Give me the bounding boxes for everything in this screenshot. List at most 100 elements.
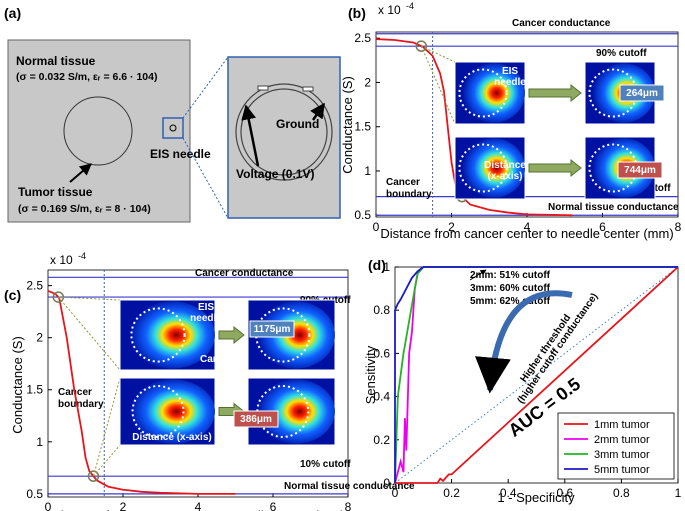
tumor-circle <box>63 96 133 166</box>
heatmap-field <box>462 138 525 198</box>
axis-multiplier: x 10 <box>50 253 73 267</box>
x-tick-label: 0 <box>45 500 52 511</box>
heatmap-field <box>256 301 335 369</box>
y-axis-label: Sensitivity <box>363 345 378 404</box>
axis-multiplier-exp: -4 <box>406 1 414 11</box>
y-tick-label: 0.5 <box>354 208 371 222</box>
x-tick-label: 1 <box>675 486 682 500</box>
inset-arrow <box>218 325 245 345</box>
x-tick-label: 0.6 <box>556 486 573 500</box>
cancer-outline <box>130 307 186 363</box>
axis-multiplier: x 10 <box>378 3 401 17</box>
y-tick-label: 2.5 <box>354 31 371 45</box>
inset-label: EIS <box>502 66 518 77</box>
reference-label: Cancer conductance <box>512 18 611 29</box>
needle-inner <box>240 88 328 176</box>
x-tick-label: 0.8 <box>613 486 630 500</box>
annotation: 5mm: 62% cutoff <box>470 296 551 307</box>
arrow <box>310 102 326 121</box>
heatmap-field <box>129 379 215 444</box>
arrow <box>69 163 92 183</box>
guide-line <box>93 444 121 477</box>
annotation: 3mm: 60% cutoff <box>470 283 551 294</box>
reference-label: Normal tissue conductance <box>284 481 415 492</box>
value-label: 744μm <box>624 165 656 176</box>
y-tick-label: 1.5 <box>354 120 371 134</box>
normal-props: (σ = 0.032 S/m, εᵣ = 6.6 · 104) <box>16 71 157 83</box>
needle-label: EIS needle <box>150 147 211 161</box>
x-axis-label: Distance from cancer center to needle ce… <box>380 226 673 241</box>
zoom-line <box>182 137 229 219</box>
cancer-outline <box>131 385 185 438</box>
x-tick-label: 4 <box>195 500 202 511</box>
tissue-box <box>7 39 191 223</box>
inset-label: (x-axis) <box>487 171 522 182</box>
y-tick-label: 1 <box>36 435 43 449</box>
value-label: 264μm <box>626 88 658 99</box>
y-tick-label: 1 <box>383 260 390 274</box>
inset-label: Distance <box>484 160 526 171</box>
y-axis-label: Conductance (S) <box>340 76 355 174</box>
boundary-label: Cancer <box>386 177 420 188</box>
reference-label: 10% cutoff <box>300 459 351 470</box>
panel-label: (d) <box>368 257 386 273</box>
x-tick-label: 8 <box>345 500 352 511</box>
zoom-box <box>227 56 341 219</box>
y-tick-label: 2 <box>364 75 371 89</box>
reference-label: Cancer conductance <box>195 268 294 279</box>
inset-label: needle <box>190 313 222 324</box>
value-label: 386μm <box>240 414 272 425</box>
inset-arrow <box>528 83 582 103</box>
zoom-square <box>162 117 184 139</box>
boundary-label: boundary <box>58 399 104 410</box>
guide-line <box>92 377 121 477</box>
inset-label: EIS <box>198 302 214 313</box>
y-tick-label: 0.8 <box>373 303 390 317</box>
x-tick-label: 0 <box>392 486 399 500</box>
panel-a: (a) Normal tissue (σ = 0.032 S/m, εᵣ = 6… <box>4 5 341 223</box>
cancer-outline <box>255 307 311 363</box>
x-tick-label: 2 <box>120 500 127 511</box>
value-box <box>249 320 295 338</box>
y-tick-label: 0.4 <box>373 390 390 404</box>
axis-multiplier-exp: -4 <box>78 251 86 261</box>
heatmap-field <box>256 379 335 444</box>
panel-label: (b) <box>348 5 366 21</box>
y-tick-label: 1 <box>364 164 371 178</box>
x-tick-label: 0.4 <box>500 486 517 500</box>
y-tick-label: 0.5 <box>26 487 43 501</box>
ground-label: Ground <box>276 117 319 131</box>
needle-outer <box>235 83 333 181</box>
chance-line <box>394 266 679 484</box>
inset-label: Cancer <box>200 354 234 365</box>
chart-panel: (b) 0 2 4 6 8 0.5 1 1.5 2 2.5 Distance from cancer … <box>340 1 682 241</box>
inset-label: Cancer <box>528 110 562 121</box>
electrode <box>302 86 314 92</box>
data-line <box>375 38 573 217</box>
y-tick-label: 2.5 <box>26 279 43 293</box>
heatmap-field <box>129 301 215 369</box>
cancer-outline <box>458 143 508 193</box>
boundary-label: boundary <box>386 189 432 200</box>
arrow <box>241 104 260 167</box>
legend-label: 2mm tumor <box>594 434 650 446</box>
x-tick-label: 4 <box>524 220 531 234</box>
cutoff-marker <box>87 470 100 482</box>
x-tick-label: 6 <box>599 220 606 234</box>
inset-arrow <box>528 158 582 178</box>
heatmap-field <box>462 63 525 123</box>
x-axis-label: Distance from cancer center to needle ce… <box>51 508 344 511</box>
chart-panel: (d) 0 0.2 0.4 0.6 0.8 1 0 0.2 0.4 0.6 0.8 1 1 - Speci… <box>363 257 682 505</box>
x-axis-label: 1 - Specificity <box>497 490 575 505</box>
panel-label: (c) <box>4 287 21 303</box>
y-tick-label: 0 <box>383 476 390 490</box>
needle-dot <box>169 124 177 132</box>
annotation: 2mm: 51% cutoff <box>470 270 551 281</box>
chart-panel: (c) 0 2 4 6 8 0.5 1 1.5 2 2.5 Distance from cancer … <box>4 251 415 511</box>
cutoff-marker <box>415 40 428 52</box>
reference-label: Normal tissue conductance <box>548 202 679 213</box>
voltage-label: Voltage (0.1V) <box>236 167 314 181</box>
y-axis-label: Conductance (S) <box>10 336 25 434</box>
cancer-outline <box>256 385 310 438</box>
